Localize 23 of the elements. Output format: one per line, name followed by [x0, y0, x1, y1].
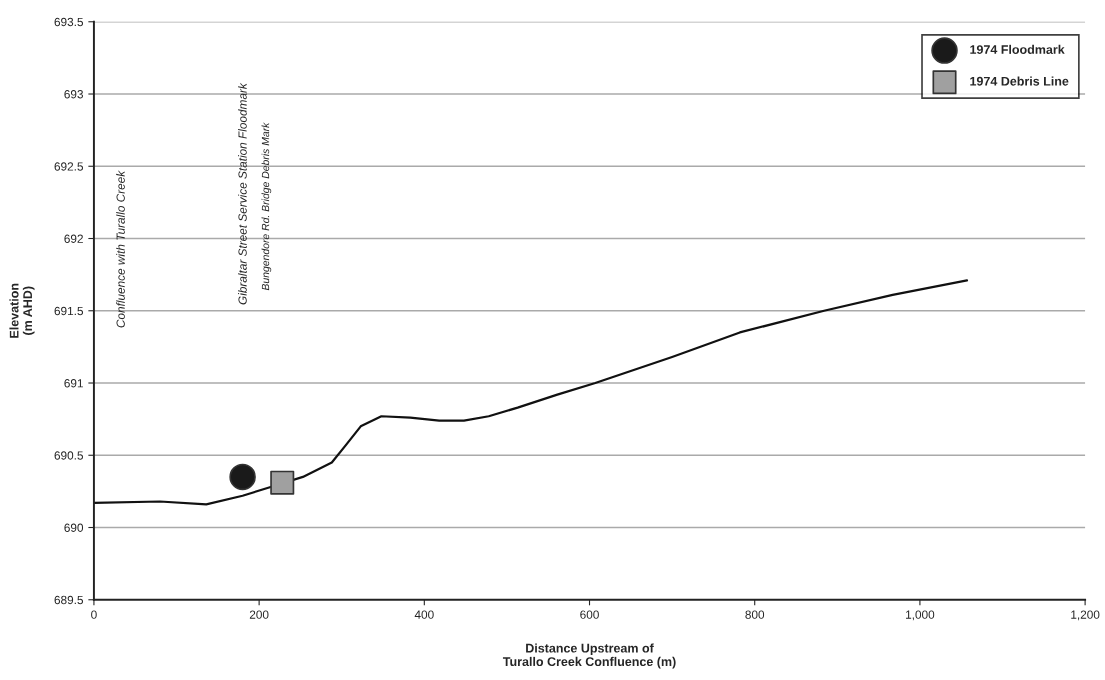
x-tick-label: 200 [249, 610, 269, 619]
x-tick-label: 400 [414, 610, 434, 619]
x-tick-label: 1,200 [1071, 610, 1100, 621]
y-tick-label: 690 [64, 523, 84, 532]
y-tick-label: 690.5 [54, 451, 84, 460]
legend-label: 1974 Debris Line [970, 76, 1069, 86]
x-tick-label: 1,000 [906, 610, 935, 621]
x-tick-label: 800 [745, 610, 765, 619]
y-tick-label: 693 [64, 90, 83, 99]
y-tick-label: 692.5 [54, 162, 84, 171]
y-tick-label: 693.5 [54, 17, 84, 27]
y-tick-label: 692 [64, 234, 83, 243]
annotation: Confluence with Turallo Creek [116, 170, 125, 328]
x-tick-label: 600 [580, 610, 599, 619]
x-tick-label: 0 [91, 610, 97, 619]
legend-label: 1974 Floodmark [970, 44, 1065, 54]
y-axis-title: Elevation (m AHD) [9, 283, 35, 338]
annotation: Bungendore Rd. Bridge Debris Mark [261, 122, 272, 291]
y-tick-label: 691.5 [54, 306, 84, 316]
annotation: Gibraltar Street Service Station Floodmark [238, 82, 247, 305]
x-axis-title: Distance Upstream of Turallo Creek Confluence (m) [502, 643, 676, 669]
y-tick-label: 691 [64, 379, 83, 388]
y-tick-label: 689.5 [54, 595, 84, 605]
